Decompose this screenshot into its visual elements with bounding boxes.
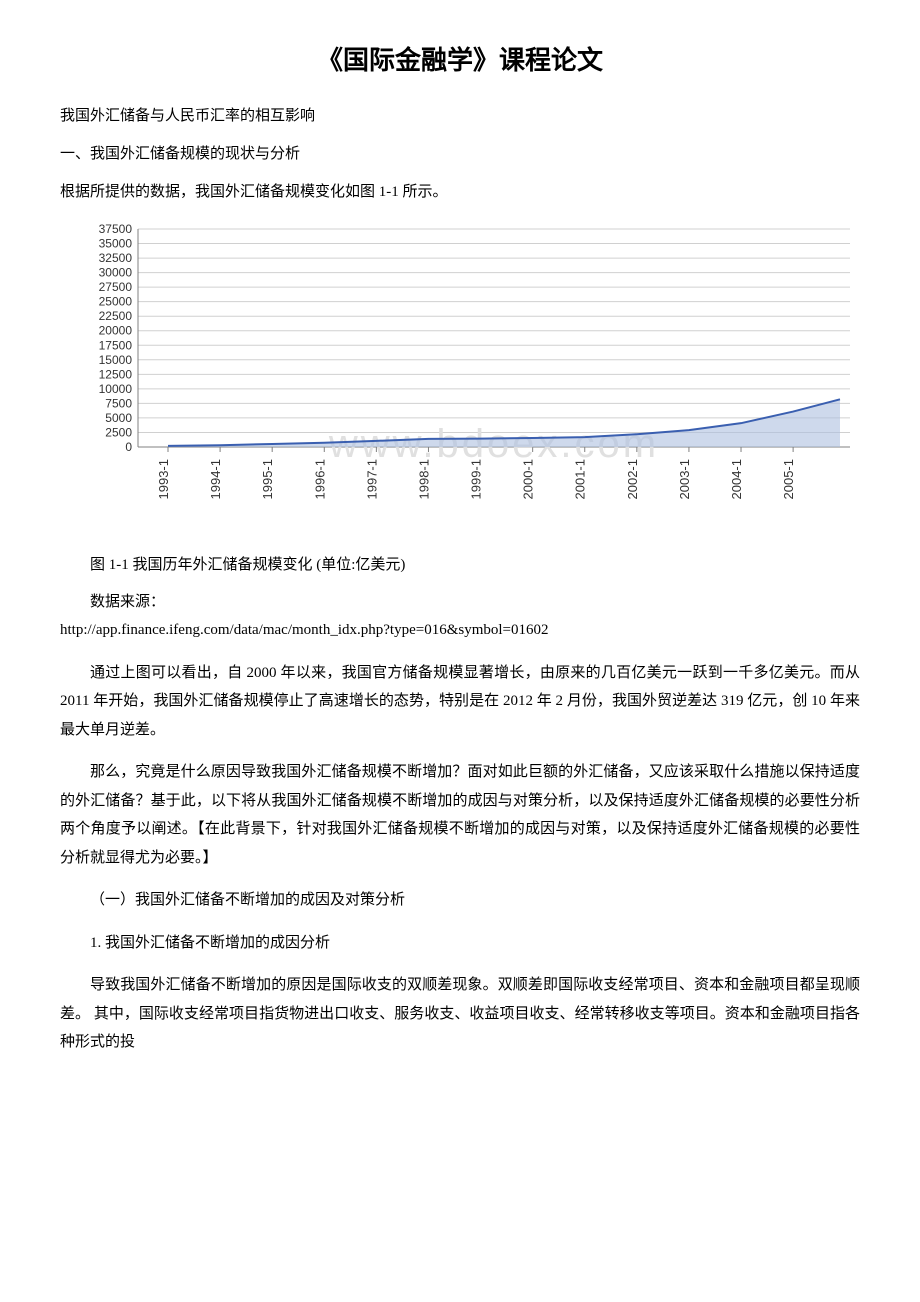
- svg-text:25000: 25000: [99, 295, 133, 309]
- paragraph-2: 那么，究竟是什么原因导致我国外汇储备规模不断增加？面对如此巨额的外汇储备，又应该…: [60, 758, 860, 872]
- svg-text:2004-1: 2004-1: [729, 459, 744, 499]
- reserve-chart: 0250050007500100001250015000175002000022…: [60, 219, 860, 539]
- svg-text:15000: 15000: [99, 353, 133, 367]
- svg-text:1993-1: 1993-1: [156, 459, 171, 499]
- svg-text:1994-1: 1994-1: [208, 459, 223, 499]
- svg-text:22500: 22500: [99, 309, 133, 323]
- svg-text:7500: 7500: [105, 396, 132, 410]
- svg-text:27500: 27500: [99, 280, 133, 294]
- svg-text:1996-1: 1996-1: [312, 459, 327, 499]
- svg-text:10000: 10000: [99, 382, 133, 396]
- source-label: 数据来源：: [60, 588, 860, 617]
- paragraph-1: 通过上图可以看出，自 2000 年以来，我国官方储备规模显著增长，由原来的几百亿…: [60, 659, 860, 745]
- svg-text:2005-1: 2005-1: [781, 459, 796, 499]
- source-url: http://app.finance.ifeng.com/data/mac/mo…: [60, 616, 860, 645]
- svg-text:5000: 5000: [105, 411, 132, 425]
- svg-text:12500: 12500: [99, 367, 133, 381]
- svg-text:2500: 2500: [105, 425, 132, 439]
- svg-text:0: 0: [125, 440, 132, 454]
- figure-caption: 图 1-1 我国历年外汇储备规模变化 (单位:亿美元): [60, 551, 860, 580]
- subheading-2: 1. 我国外汇储备不断增加的成因分析: [60, 929, 860, 958]
- svg-text:35000: 35000: [99, 237, 133, 251]
- svg-text:37500: 37500: [99, 222, 133, 236]
- subheading-1: （一）我国外汇储备不断增加的成因及对策分析: [60, 886, 860, 915]
- intro-line-2: 一、我国外汇储备规模的现状与分析: [60, 139, 860, 169]
- svg-text:20000: 20000: [99, 324, 133, 338]
- svg-text:30000: 30000: [99, 266, 133, 280]
- intro-line-1: 我国外汇储备与人民币汇率的相互影响: [60, 101, 860, 131]
- paragraph-3: 导致我国外汇储备不断增加的原因是国际收支的双顺差现象。双顺差即国际收支经常项目、…: [60, 971, 860, 1057]
- chart-svg: 0250050007500100001250015000175002000022…: [60, 219, 860, 539]
- svg-text:32500: 32500: [99, 251, 133, 265]
- svg-text:17500: 17500: [99, 338, 133, 352]
- svg-text:1995-1: 1995-1: [260, 459, 275, 499]
- svg-text:2003-1: 2003-1: [677, 459, 692, 499]
- page-title: 《国际金融学》课程论文: [60, 40, 860, 77]
- intro-line-3: 根据所提供的数据，我国外汇储备规模变化如图 1-1 所示。: [60, 177, 860, 207]
